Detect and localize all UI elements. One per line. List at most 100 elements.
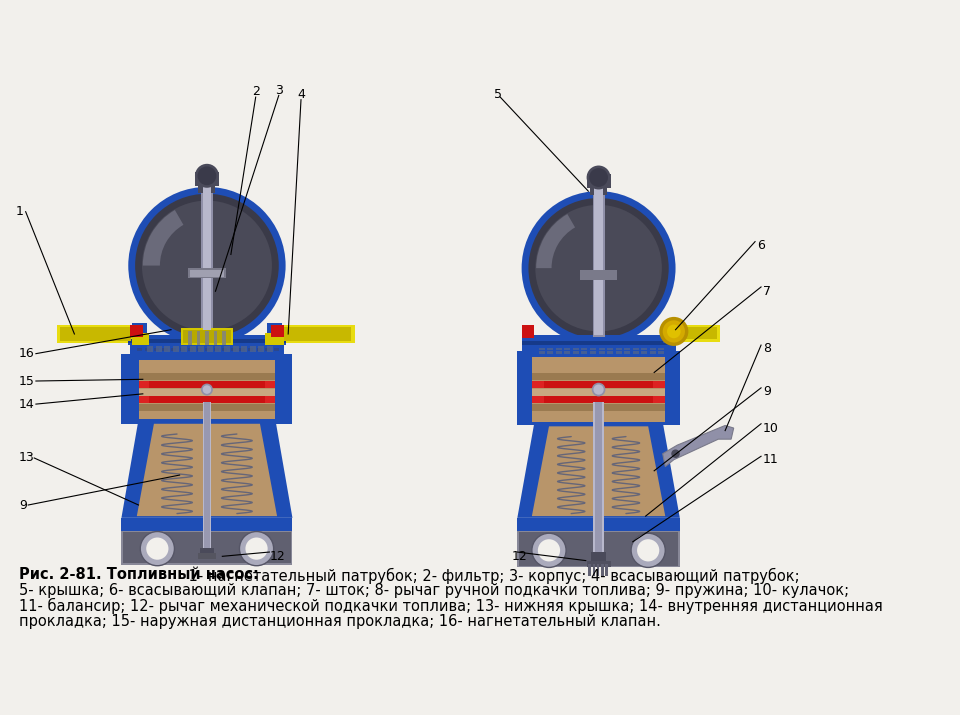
Text: 15: 15 — [19, 375, 35, 388]
Bar — [215, 346, 222, 348]
Bar — [180, 347, 184, 351]
Polygon shape — [137, 424, 277, 516]
Bar — [573, 347, 579, 350]
Bar — [265, 333, 284, 345]
Circle shape — [201, 383, 213, 395]
Bar — [241, 346, 247, 348]
Polygon shape — [123, 533, 291, 563]
Bar — [271, 325, 284, 337]
Bar — [532, 381, 544, 388]
Polygon shape — [121, 531, 293, 565]
Bar — [137, 347, 142, 351]
Bar — [232, 350, 239, 352]
Polygon shape — [532, 426, 665, 516]
Text: 6: 6 — [756, 240, 765, 252]
Bar — [214, 347, 219, 351]
Circle shape — [239, 531, 274, 566]
Bar — [650, 351, 656, 354]
Bar — [188, 332, 192, 345]
Bar — [207, 346, 213, 348]
Bar — [641, 347, 647, 350]
Bar — [564, 347, 570, 350]
Bar — [223, 347, 228, 351]
Bar — [200, 548, 214, 556]
Bar — [232, 346, 239, 348]
Bar — [521, 341, 676, 345]
Bar — [138, 396, 149, 403]
Bar — [188, 347, 193, 351]
Bar — [267, 323, 282, 348]
Bar — [231, 347, 236, 351]
Bar — [188, 268, 226, 278]
Bar — [588, 564, 591, 576]
Circle shape — [591, 383, 606, 396]
Bar — [60, 327, 131, 341]
Circle shape — [593, 385, 604, 395]
Bar — [607, 347, 613, 350]
Bar — [199, 172, 215, 182]
Bar — [164, 350, 170, 352]
Bar — [138, 373, 276, 380]
Bar — [214, 332, 217, 345]
Bar — [129, 335, 286, 345]
Bar — [582, 351, 588, 354]
Bar — [197, 347, 202, 351]
Bar — [274, 347, 278, 351]
Bar — [265, 347, 270, 351]
Text: 16: 16 — [19, 347, 35, 360]
Bar — [582, 347, 588, 350]
Circle shape — [135, 194, 278, 337]
Circle shape — [198, 167, 216, 185]
Polygon shape — [517, 531, 680, 568]
Bar — [248, 347, 253, 351]
Text: прокладка; 15- наружная дистанционная прокладка; 16- нагнетательный клапан.: прокладка; 15- наружная дистанционная пр… — [19, 613, 660, 628]
Bar — [633, 347, 638, 350]
Circle shape — [195, 164, 219, 188]
Bar — [205, 332, 208, 345]
Bar — [615, 351, 622, 354]
Bar — [224, 350, 230, 352]
Bar — [580, 270, 617, 280]
Bar — [224, 346, 230, 348]
Bar — [132, 333, 149, 345]
Polygon shape — [121, 354, 293, 424]
Bar — [601, 564, 604, 576]
Text: 13: 13 — [19, 451, 35, 465]
Bar — [190, 346, 196, 348]
Text: 5: 5 — [494, 88, 502, 101]
Bar — [284, 327, 350, 341]
Circle shape — [532, 533, 566, 568]
Circle shape — [536, 205, 661, 332]
Bar — [593, 403, 604, 556]
Bar — [547, 347, 553, 350]
Text: 1: 1 — [15, 205, 23, 218]
Bar — [654, 381, 665, 388]
Bar — [156, 346, 161, 348]
Bar — [130, 325, 143, 337]
Bar — [599, 351, 605, 354]
Bar — [250, 350, 255, 352]
Bar — [659, 351, 664, 354]
Bar — [250, 346, 255, 348]
Polygon shape — [517, 351, 680, 425]
Bar — [532, 404, 665, 411]
Bar — [592, 564, 595, 576]
Polygon shape — [517, 518, 680, 531]
Text: 11- балансир; 12- рычаг механической подкачки топлива; 13- нижняя крышка; 14- вн: 11- балансир; 12- рычаг механической под… — [19, 598, 882, 614]
Bar — [547, 351, 553, 354]
Bar — [556, 351, 562, 354]
Bar — [204, 403, 210, 552]
Circle shape — [246, 538, 268, 560]
Bar — [190, 350, 196, 352]
Circle shape — [521, 191, 676, 345]
Bar — [181, 350, 187, 352]
Bar — [267, 346, 273, 348]
Bar — [203, 186, 211, 332]
Bar — [592, 184, 605, 337]
Bar — [641, 351, 647, 354]
Circle shape — [538, 539, 560, 561]
Bar — [203, 403, 211, 552]
Bar — [532, 373, 665, 380]
Bar — [594, 186, 603, 335]
Bar — [207, 350, 213, 352]
